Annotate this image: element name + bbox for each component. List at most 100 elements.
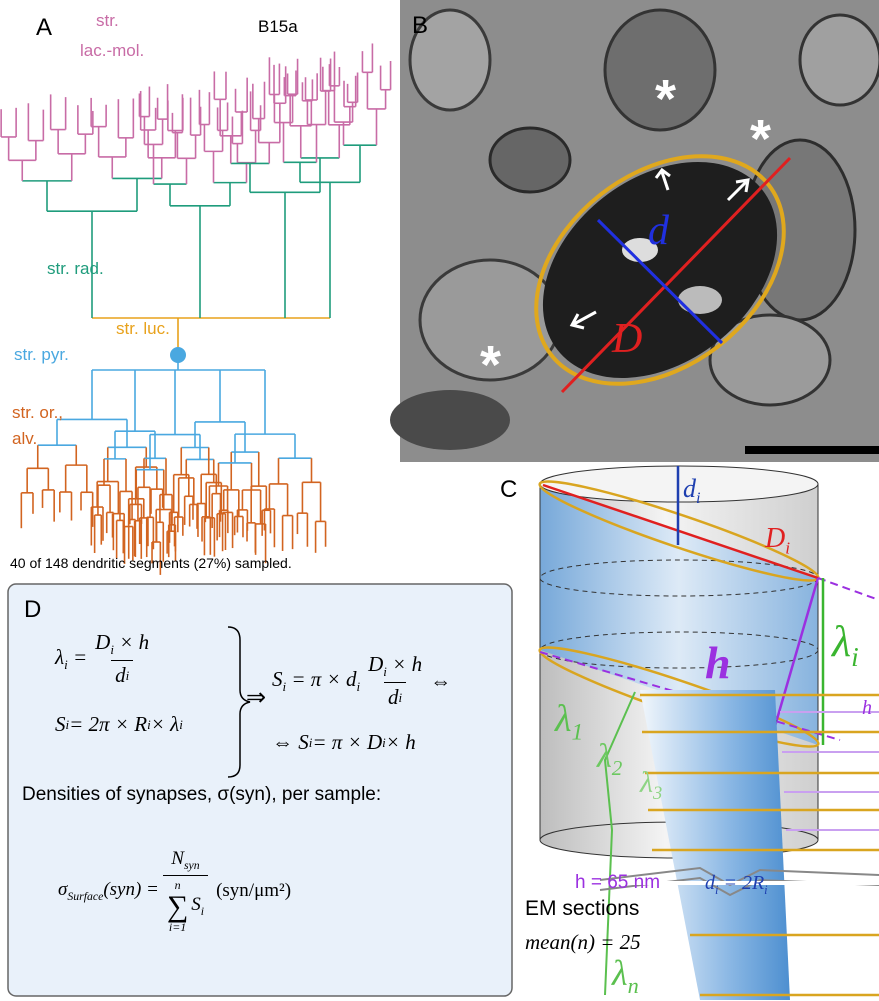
text: N — [171, 848, 184, 869]
text: D — [765, 523, 785, 554]
subscript: 1 — [571, 720, 583, 746]
sum-bottom: i=1 — [169, 920, 186, 935]
subscript: Surface — [67, 890, 103, 903]
density-text: Densities of synapses, σ(syn), per sampl… — [22, 785, 381, 804]
text: S — [191, 894, 201, 915]
marker: * — [655, 72, 676, 126]
lhs: Si = π × di — [272, 667, 360, 695]
numerator: Di × h — [91, 630, 153, 660]
panel-label: A — [36, 16, 52, 40]
subscript: i — [179, 717, 183, 733]
text: d — [388, 685, 399, 710]
layer-label: str. — [96, 12, 119, 29]
layer-label: str. luc. — [116, 320, 170, 337]
em-sections: EM sections — [525, 898, 639, 919]
text: h — [575, 872, 586, 893]
denominator: n∑i=1Si — [163, 875, 208, 935]
subscript: i — [764, 883, 767, 897]
layer-label: str. or., — [12, 404, 63, 421]
subscript: i — [126, 668, 130, 684]
soma — [170, 347, 186, 363]
step-label: λi — [832, 620, 859, 671]
text: λ — [55, 645, 64, 669]
panel-label: D — [24, 598, 41, 622]
lambda-label: λ2 — [597, 740, 622, 779]
text: σ — [58, 879, 67, 900]
minor-label: di — [683, 476, 700, 507]
subscript: i — [201, 905, 204, 918]
text: S — [272, 667, 283, 691]
panel-label: B — [412, 14, 428, 38]
text: λ — [597, 738, 612, 775]
panel-label: C — [500, 478, 517, 502]
text: D — [95, 630, 110, 654]
sum-term: Si — [191, 894, 204, 919]
lambda-label: λ3 — [640, 768, 662, 804]
subscript: i — [851, 642, 859, 672]
subscript: i — [785, 539, 790, 558]
equivalence: ⇔ — [430, 669, 451, 694]
em-image — [390, 0, 879, 462]
figure: A B15a str. lac.-mol. str. rad. str. luc… — [0, 0, 879, 1001]
text: λ — [612, 953, 628, 993]
text: × h — [386, 730, 416, 755]
text: (syn) = — [103, 879, 159, 900]
text: = 65 nm — [586, 872, 660, 893]
sample-id: B15a — [258, 18, 298, 35]
h-value: h = 65 nm — [575, 873, 660, 892]
axis-label: d — [648, 210, 669, 252]
text: = π × D — [312, 730, 382, 755]
sum: ∑ — [167, 893, 188, 920]
text: × h — [114, 630, 149, 654]
text: λ — [832, 617, 851, 666]
text: d — [705, 872, 715, 894]
axis-label: D — [612, 318, 642, 360]
layer-label: alv. — [12, 430, 37, 447]
numerator: Nsyn — [167, 848, 203, 875]
implies: ⇒ — [246, 686, 266, 710]
text: = 2R — [718, 872, 764, 894]
section-h: h — [862, 698, 872, 718]
text: × λ — [151, 712, 180, 737]
layer-label: lac.-mol. — [80, 42, 144, 59]
mean-n: mean(n) = 25 — [525, 932, 641, 953]
text: D — [368, 652, 383, 676]
text: = 2π × R — [69, 712, 147, 737]
unit: (syn/μm²) — [216, 880, 291, 902]
layer-label: str. pyr. — [14, 346, 69, 363]
subscript: i — [399, 690, 403, 706]
text: = — [68, 645, 87, 669]
text: d — [115, 663, 126, 688]
text: × h — [387, 652, 422, 676]
subscript: i — [696, 490, 700, 507]
text: = π × d — [286, 667, 356, 691]
lhs: λi = — [55, 645, 87, 673]
lambda-label: λn — [612, 955, 639, 998]
marker: * — [480, 338, 501, 392]
d-relation: di = 2Ri — [705, 873, 768, 896]
lambda-label: λ1 — [555, 700, 583, 745]
subscript: n — [628, 973, 639, 998]
height-label: h — [705, 640, 731, 686]
dendrite-tree — [1, 43, 390, 574]
text: λ — [640, 766, 653, 799]
marker: * — [750, 112, 771, 166]
text: λ — [555, 698, 571, 740]
numerator: Di × h — [364, 652, 426, 682]
text: S — [55, 712, 66, 737]
subscript: i — [357, 679, 361, 694]
text: d — [683, 474, 696, 503]
lhs: σSurface(syn) = — [58, 879, 159, 904]
subscript: 3 — [653, 783, 662, 804]
caption: 40 of 148 dendritic segments (27%) sampl… — [10, 556, 292, 570]
layer-label: str. rad. — [47, 260, 104, 277]
text: ⇔ S — [272, 730, 309, 755]
subscript: syn — [184, 859, 200, 872]
subscript: 2 — [612, 756, 623, 780]
